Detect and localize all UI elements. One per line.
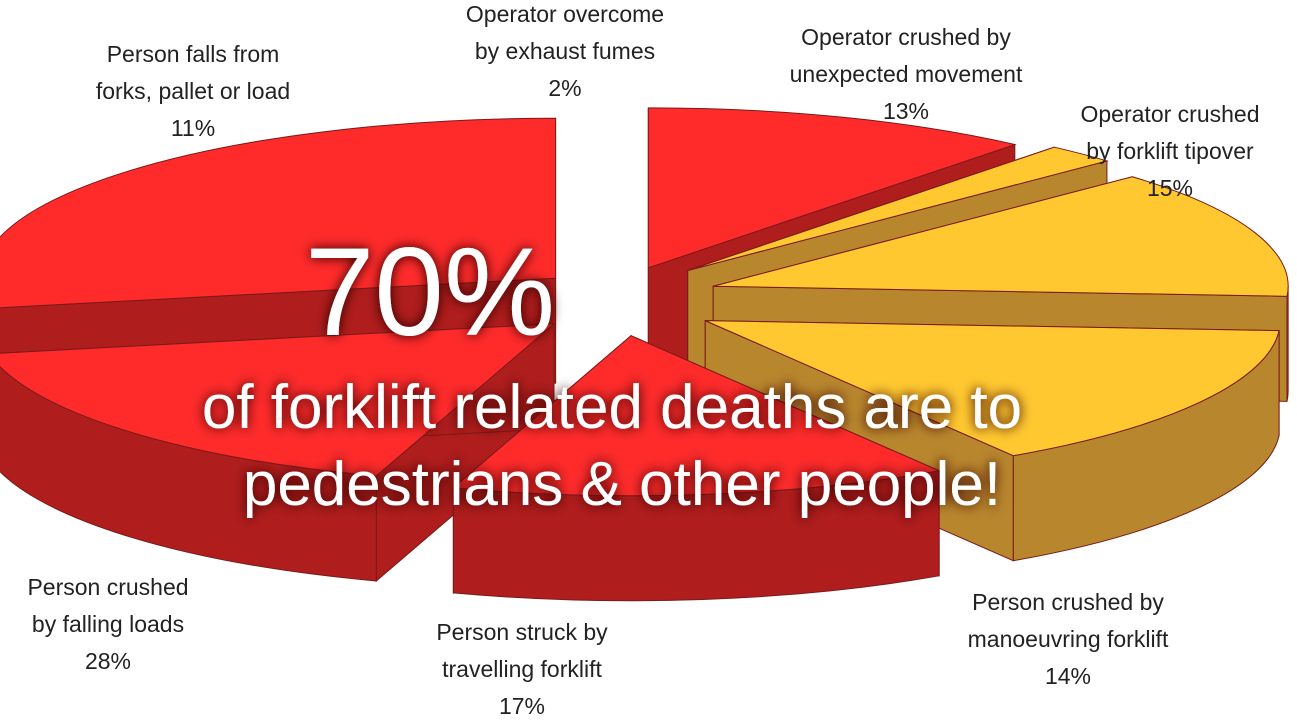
slice-label: Operator overcome by exhaust fumes 2% (466, 1, 664, 101)
slice-top (452, 335, 941, 497)
slice-value-label: 15% (1147, 175, 1193, 201)
slice-label-line: unexpected movement (790, 61, 1023, 87)
slice-label-line: Operator crushed (1081, 101, 1260, 127)
slice-label-line: by falling loads (32, 611, 184, 637)
slice-top (687, 146, 1109, 271)
slice-label-line: Person struck by (436, 619, 608, 645)
slice-label: Person crushed by manoeuvring forklift 14% (968, 589, 1169, 689)
slice-label: Person falls from forks, pallet or load 11… (96, 41, 290, 141)
slice-top (713, 176, 1289, 297)
slice-label-line: Person falls from (107, 41, 280, 67)
slice-label-line: by exhaust fumes (475, 38, 655, 64)
slice-value-label: 11% (171, 115, 215, 141)
pie-slices (0, 107, 1289, 602)
slice-label-line: travelling forklift (442, 656, 602, 682)
slice-top (647, 107, 1017, 269)
pie-slice (704, 319, 1280, 562)
overlay-headline: 70% (305, 223, 555, 362)
slice-label-line: Person crushed by (972, 589, 1164, 615)
slice-label-line: by forklift tipover (1086, 138, 1254, 164)
slice-value-label: 17% (499, 693, 545, 719)
slice-side (1286, 286, 1289, 402)
slice-label-line: Operator overcome (466, 1, 664, 27)
slice-label: Operator crushed by unexpected movement 13… (790, 24, 1023, 124)
slice-label-line: Person crushed (27, 574, 188, 600)
slice-value-label: 13% (883, 98, 929, 124)
overlay-line1: of forklift related deaths are to (202, 373, 1022, 442)
slice-value-label: 2% (548, 75, 581, 101)
slice-value-label: 28% (85, 648, 131, 674)
slice-label: Operator crushed by forklift tipover 15% (1081, 101, 1260, 201)
overlay-line2: pedestrians & other people! (243, 450, 1001, 519)
slice-top (0, 117, 557, 309)
overlay-message: 70% of forklift related deaths are to pe… (202, 223, 1022, 519)
pie-slice (452, 334, 941, 602)
pie-slice (0, 322, 556, 583)
slice-label-line: Operator crushed by (801, 24, 1011, 50)
slice-label: Person crushed by falling loads 28% (27, 574, 188, 674)
slice-label: Person struck by travelling forklift 17% (436, 619, 608, 719)
slice-label-line: manoeuvring forklift (968, 626, 1169, 652)
slice-label-line: forks, pallet or load (96, 78, 290, 104)
slice-value-label: 14% (1045, 663, 1091, 689)
slice-labels: Person falls from forks, pallet or load 11… (27, 1, 1259, 719)
slice-top (705, 320, 1280, 457)
slice-top (0, 323, 556, 477)
